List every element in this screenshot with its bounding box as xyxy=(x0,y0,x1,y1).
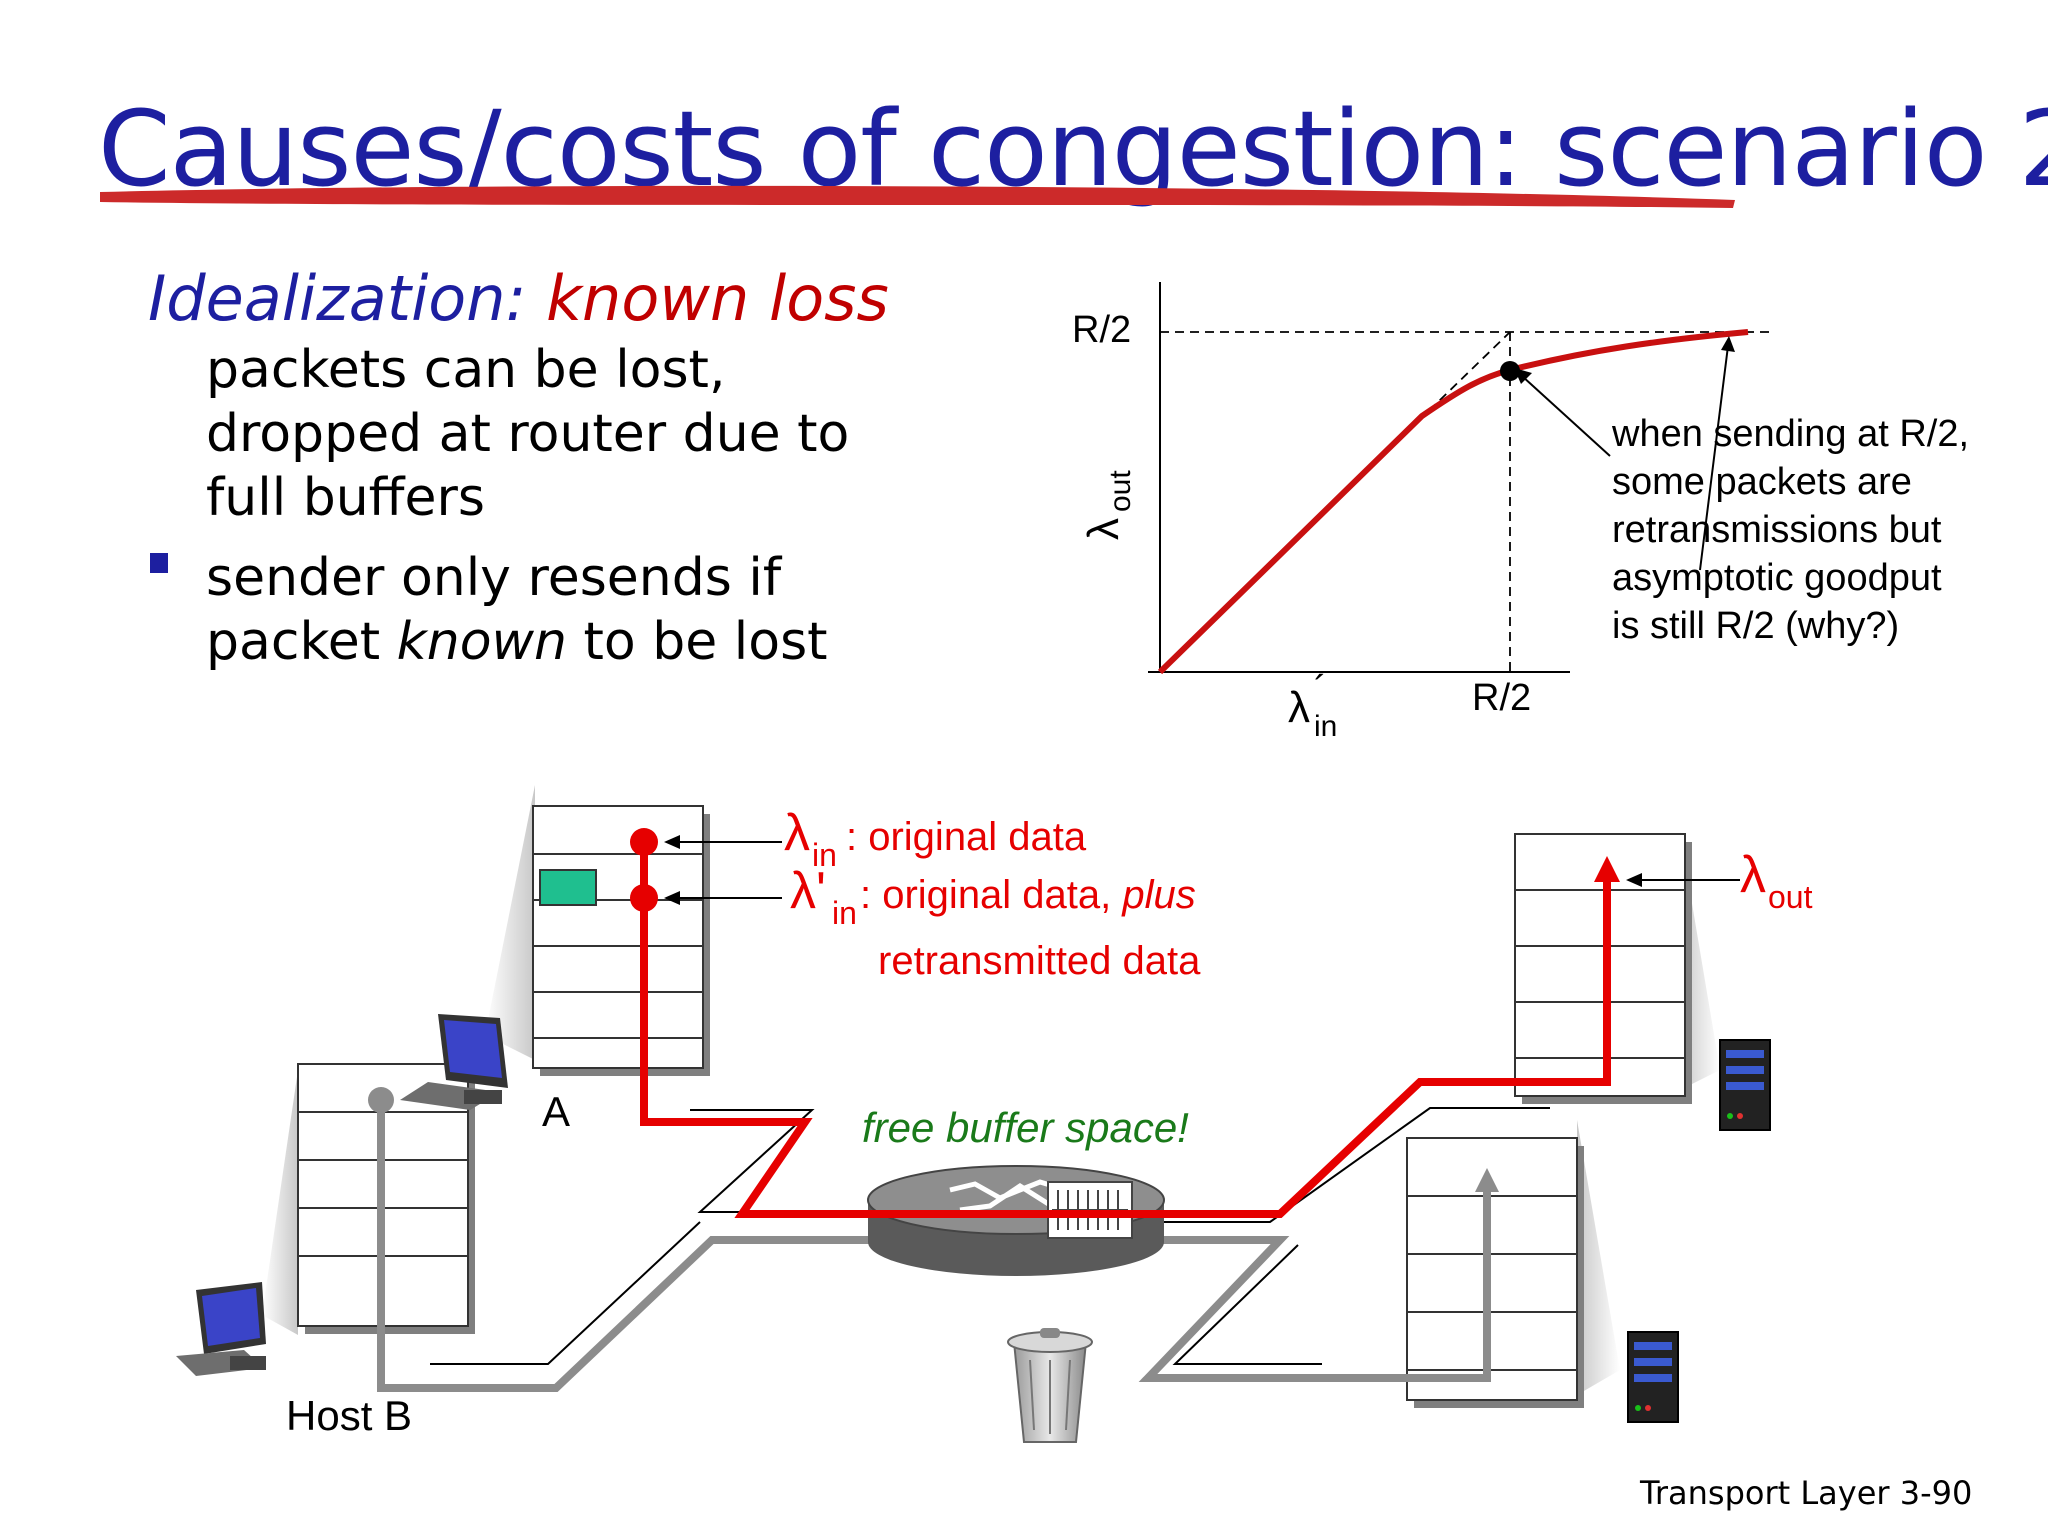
host-b-cone xyxy=(262,1070,298,1335)
host-a-label: A xyxy=(542,1088,570,1135)
label-plus-emphasis: plus xyxy=(1121,873,1195,917)
label-retransmitted: retransmitted data xyxy=(878,939,1201,983)
server-top-icon xyxy=(1719,1039,1771,1131)
throughput-graph: R/2 R/2 λ out λ in ´ xyxy=(1072,282,1770,743)
note-arrow-line-1 xyxy=(1521,375,1611,457)
title-underline xyxy=(100,185,1735,208)
graph-y-tick: R/2 xyxy=(1072,309,1131,351)
graph-y-label: λ out xyxy=(1079,470,1137,540)
graph-x-label-mark: ´ xyxy=(1314,669,1327,711)
server-bottom-icon xyxy=(1627,1331,1679,1423)
graph-y-label-sub: out xyxy=(1104,470,1137,512)
heading-idealization: Idealization: xyxy=(148,262,547,335)
graph-note: when sending at R/2, some packets are re… xyxy=(1612,410,1969,650)
label-original-plus: : original data, plus xyxy=(860,873,1196,917)
host-a-cone xyxy=(485,785,535,1060)
slide-footer: Transport Layer 3-90 xyxy=(1640,1474,1972,1512)
network-diagram: A Host B free buffer space! λ in : origi… xyxy=(176,785,1813,1443)
bullet-line-2: packet known to be lost xyxy=(206,610,828,674)
note-arrowhead-1 xyxy=(1514,368,1532,384)
host-b-source-dot xyxy=(368,1087,394,1113)
lambda-in-sym: λ xyxy=(784,804,810,862)
graph-note-line-2: some packets are xyxy=(1612,461,1912,503)
host-b-computer-icon xyxy=(176,1282,266,1376)
buffered-packet xyxy=(539,869,597,906)
bullet-line-1: sender only resends if xyxy=(206,548,782,608)
graph-note-line-4: asymptotic goodput xyxy=(1612,557,1942,599)
router xyxy=(867,1165,1165,1276)
goodput-curve xyxy=(1157,329,1749,675)
para-line-1: packets can be lost, xyxy=(206,340,726,400)
graph-x-label-sub: in xyxy=(1314,710,1337,743)
graph-note-line-3: retransmissions but xyxy=(1612,509,1942,551)
idealization-heading: Idealization: known loss xyxy=(148,262,889,335)
lambda-in-sub: in xyxy=(812,837,837,873)
lambda-out-sub: out xyxy=(1768,879,1813,915)
free-buffer-label: free buffer space! xyxy=(862,1104,1189,1151)
graph-x-tick: R/2 xyxy=(1472,677,1531,719)
footer-page: 3-90 xyxy=(1899,1474,1973,1512)
lambda-out-sym: λ xyxy=(1740,846,1766,904)
server-bottom-gray-path xyxy=(1138,1190,1491,1382)
lambda-prime-sub: in xyxy=(832,895,857,931)
r2-operating-point xyxy=(1500,361,1520,381)
gray-arrowhead xyxy=(1475,1168,1499,1192)
lambda-prime-sym: λ' xyxy=(790,862,826,920)
bullet-marker xyxy=(150,553,168,573)
bullet-known-emphasis: known xyxy=(396,612,568,672)
server-bottom-buffer xyxy=(1406,1137,1584,1408)
trash-can-icon xyxy=(1007,1328,1093,1443)
bullet-line-2-c: to be lost xyxy=(567,612,828,672)
label-original-data: : original data xyxy=(846,815,1087,859)
label-original-plus-a: : original data, xyxy=(860,873,1122,917)
red-data-path xyxy=(640,842,1611,1218)
link-outlines xyxy=(430,1107,1550,1365)
host-a-buffer xyxy=(532,805,710,1076)
lambda-prime-in-dot xyxy=(630,884,658,912)
graph-note-line-5: is still R/2 (why?) xyxy=(1612,605,1900,647)
graph-note-line-1: when sending at R/2, xyxy=(1612,413,1970,455)
host-a-computer-icon xyxy=(400,1014,508,1110)
heading-known-loss: known loss xyxy=(546,262,889,335)
graph-y-label-sym: λ xyxy=(1079,518,1128,540)
host-b-gray-path xyxy=(377,1105,880,1392)
graph-x-label-sym: λ xyxy=(1288,683,1310,732)
lambda-in-dot xyxy=(630,828,658,856)
note-arrow-line-2 xyxy=(1699,345,1729,571)
host-b-label: Host B xyxy=(286,1392,412,1439)
note-arrowhead-2 xyxy=(1721,336,1735,352)
footer-label: Transport Layer xyxy=(1640,1474,1890,1512)
bullet-line-2-a: packet xyxy=(206,612,397,672)
para-line-2: dropped at router due to xyxy=(206,404,850,464)
para-line-3: full buffers xyxy=(206,468,485,528)
server-bottom-cone xyxy=(1577,1120,1620,1395)
red-arrowhead xyxy=(1594,856,1620,882)
